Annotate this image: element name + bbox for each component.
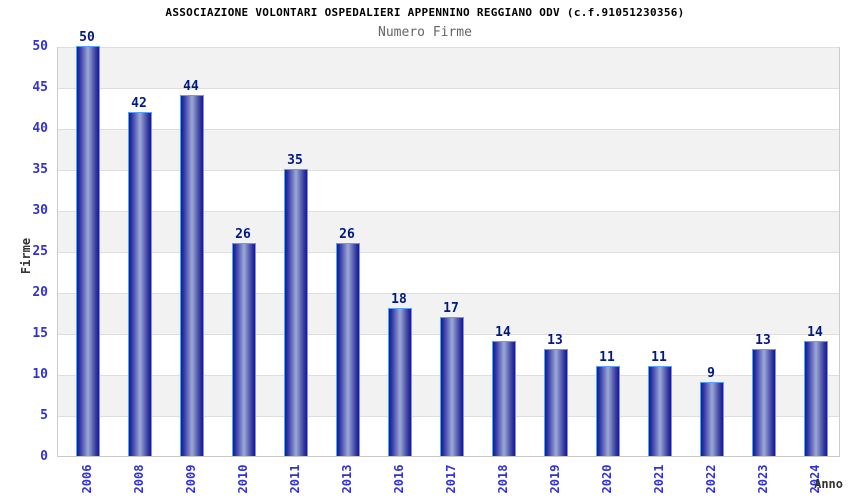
- x-tick-label-2023: 2023: [756, 464, 770, 494]
- bar-value-label: 11: [599, 350, 615, 365]
- bar-2009: [180, 95, 204, 456]
- y-tick-label: 45: [32, 80, 48, 95]
- x-tick-label-2011: 2011: [288, 464, 302, 494]
- gridline: [58, 47, 839, 48]
- bar-value-label: 50: [79, 30, 95, 45]
- y-tick-label: 10: [32, 367, 48, 382]
- x-tick-label-2006: 2006: [80, 464, 94, 494]
- chart-title: ASSOCIAZIONE VOLONTARI OSPEDALIERI APPEN…: [165, 6, 685, 19]
- x-tick-label-2018: 2018: [496, 464, 510, 494]
- bar-2008: [128, 112, 152, 456]
- x-tick-label-2008: 2008: [132, 464, 146, 494]
- bar-2018: [492, 341, 516, 456]
- y-tick-label: 15: [32, 326, 48, 341]
- y-tick-label: 40: [32, 121, 48, 136]
- bar-value-label: 11: [651, 350, 667, 365]
- gridline: [58, 211, 839, 212]
- x-tick-label-2013: 2013: [340, 464, 354, 494]
- x-tick-label-2020: 2020: [600, 464, 614, 494]
- bar-2021: [648, 366, 672, 456]
- y-tick-label: 35: [32, 162, 48, 177]
- bar-2023: [752, 349, 776, 456]
- bar-2016: [388, 308, 412, 456]
- x-tick-label-2022: 2022: [704, 464, 718, 494]
- bar-value-label: 44: [183, 79, 199, 94]
- y-tick-label: 25: [32, 244, 48, 259]
- y-tick-label: 30: [32, 203, 48, 218]
- bar-value-label: 14: [495, 325, 511, 340]
- x-axis-title: Anno: [814, 477, 843, 491]
- gridline: [58, 293, 839, 294]
- bar-value-label: 13: [755, 333, 771, 348]
- bar-value-label: 13: [547, 333, 563, 348]
- x-tick-label-2009: 2009: [184, 464, 198, 494]
- bar-2011: [284, 169, 308, 456]
- bar-2020: [596, 366, 620, 456]
- bar-value-label: 26: [339, 227, 355, 242]
- plot-area: [57, 46, 840, 457]
- bar-2006: [76, 46, 100, 456]
- y-tick-label: 20: [32, 285, 48, 300]
- bar-value-label: 26: [235, 227, 251, 242]
- gridline: [58, 170, 839, 171]
- gridline: [58, 129, 839, 130]
- x-tick-label-2021: 2021: [652, 464, 666, 494]
- y-tick-label: 50: [32, 39, 48, 54]
- bar-2022: [700, 382, 724, 456]
- x-tick-label-2010: 2010: [236, 464, 250, 494]
- bar-value-label: 17: [443, 301, 459, 316]
- chart-subtitle: Numero Firme: [378, 25, 472, 40]
- bar-2013: [336, 243, 360, 456]
- gridline: [58, 252, 839, 253]
- gridline: [58, 88, 839, 89]
- bar-2019: [544, 349, 568, 456]
- bar-value-label: 18: [391, 292, 407, 307]
- bar-2024: [804, 341, 828, 456]
- y-tick-label: 0: [40, 449, 48, 464]
- bar-value-label: 14: [807, 325, 823, 340]
- y-tick-label: 5: [40, 408, 48, 423]
- bar-2010: [232, 243, 256, 456]
- x-tick-label-2017: 2017: [444, 464, 458, 494]
- x-tick-label-2019: 2019: [548, 464, 562, 494]
- bar-value-label: 42: [131, 96, 147, 111]
- bar-2017: [440, 317, 464, 456]
- bar-value-label: 9: [707, 366, 715, 381]
- bar-value-label: 35: [287, 153, 303, 168]
- x-tick-label-2016: 2016: [392, 464, 406, 494]
